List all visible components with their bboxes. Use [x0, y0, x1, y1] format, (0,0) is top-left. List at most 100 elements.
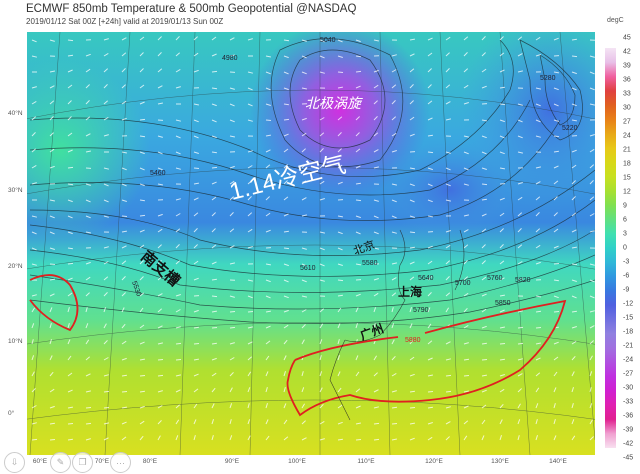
wind-arrow	[67, 116, 72, 121]
wind-arrow	[337, 404, 343, 409]
wind-arrow	[355, 388, 361, 393]
wind-arrow	[67, 69, 73, 73]
wind-arrow	[265, 279, 271, 283]
wind-arrow	[265, 180, 270, 185]
wind-arrow	[283, 55, 289, 59]
wind-arrow	[67, 132, 73, 137]
wind-arrow	[247, 165, 253, 169]
wind-arrow	[589, 371, 593, 377]
wind-arrow	[319, 438, 325, 441]
wind-arrow	[139, 135, 146, 138]
wind-arrow	[211, 403, 215, 409]
wind-arrow	[409, 215, 415, 218]
wind-arrow	[283, 324, 289, 329]
wind-arrow	[589, 103, 595, 106]
wind-arrow	[373, 69, 379, 73]
wind-arrow	[283, 387, 286, 393]
wind-arrow	[589, 263, 595, 266]
wind-arrow	[229, 212, 234, 217]
pen-icon[interactable]: ✎	[50, 452, 71, 473]
wind-arrow	[589, 148, 595, 153]
wind-arrow	[247, 150, 253, 153]
lon-label: 130°E	[491, 458, 509, 465]
wind-arrow	[211, 196, 217, 201]
wind-arrow	[535, 54, 541, 57]
wind-arrow	[139, 244, 145, 249]
wind-arrow	[445, 292, 451, 297]
wind-arrow	[121, 151, 127, 154]
wind-arrow	[283, 279, 289, 283]
wind-arrow	[49, 388, 55, 393]
city-shanghai: 上海	[398, 284, 422, 299]
wind-arrow	[553, 103, 559, 107]
wind-arrow	[211, 70, 218, 73]
wind-arrow	[85, 339, 90, 345]
wind-arrow	[535, 327, 542, 329]
wind-arrow	[211, 212, 216, 217]
wind-arrow	[463, 183, 469, 186]
wind-arrow	[463, 435, 468, 441]
wind-arrow	[463, 102, 469, 105]
wind-arrow	[247, 311, 254, 313]
wind-arrow	[139, 101, 145, 105]
wind-arrow	[103, 261, 109, 265]
wind-arrow	[319, 420, 325, 425]
wind-arrow	[319, 371, 323, 377]
wind-arrow	[85, 422, 92, 425]
colorbar-unit: degC	[607, 17, 624, 24]
wind-arrow	[85, 183, 91, 186]
wind-arrow	[121, 100, 127, 105]
wind-arrow	[121, 406, 127, 409]
wind-arrow	[67, 323, 70, 329]
wind-arrow	[175, 86, 181, 89]
wind-arrow	[373, 422, 380, 425]
lon-label: 120°E	[425, 458, 443, 465]
contour-label: 5700	[455, 280, 471, 287]
wind-arrow	[589, 71, 595, 75]
wind-arrow	[157, 308, 163, 313]
download-icon[interactable]: ⇩	[4, 452, 25, 473]
wind-arrow	[265, 229, 271, 233]
wind-arrow	[409, 437, 415, 441]
wind-arrow	[175, 359, 182, 361]
wind-arrow	[139, 307, 144, 313]
wind-arrow	[67, 149, 73, 153]
wind-arrow	[499, 36, 504, 41]
wind-arrow	[103, 116, 109, 121]
wind-arrow	[571, 310, 577, 313]
wind-arrow	[517, 435, 520, 441]
wind-arrow	[139, 390, 145, 393]
wind-arrow	[355, 422, 361, 425]
wind-arrow	[391, 215, 397, 219]
wind-arrow	[589, 213, 595, 217]
wind-arrow	[535, 103, 541, 107]
wind-arrow	[391, 438, 397, 441]
wind-arrow	[157, 260, 162, 265]
wind-arrow	[211, 228, 216, 233]
more-button[interactable]: ···	[110, 452, 131, 473]
map-subtitle: 2019/01/12 Sat 00Z [+24h] valid at 2019/…	[26, 17, 224, 26]
wind-arrow	[355, 405, 361, 409]
wind-arrow	[229, 245, 235, 249]
wind-arrow	[229, 87, 235, 90]
wind-arrow	[355, 293, 361, 297]
wind-arrow	[409, 276, 415, 281]
wind-arrow	[337, 116, 343, 121]
wind-arrow	[517, 244, 523, 249]
wind-arrow	[445, 421, 451, 425]
colorbar-tick: 15	[623, 174, 631, 182]
wind-arrow	[157, 36, 162, 41]
wind-arrow	[589, 87, 595, 91]
lon-label: 70°E	[94, 458, 110, 465]
wind-arrow	[49, 100, 55, 105]
wind-arrow	[337, 39, 343, 43]
wind-arrow	[571, 340, 577, 345]
wind-arrow	[571, 355, 576, 361]
contour-label: 5820	[515, 277, 531, 284]
copy-icon[interactable]: ❐	[72, 452, 93, 473]
wind-arrow	[571, 295, 577, 299]
wind-arrow	[229, 165, 235, 169]
wind-arrow	[337, 371, 341, 377]
wind-arrow	[427, 340, 433, 345]
wind-arrow	[319, 323, 324, 329]
